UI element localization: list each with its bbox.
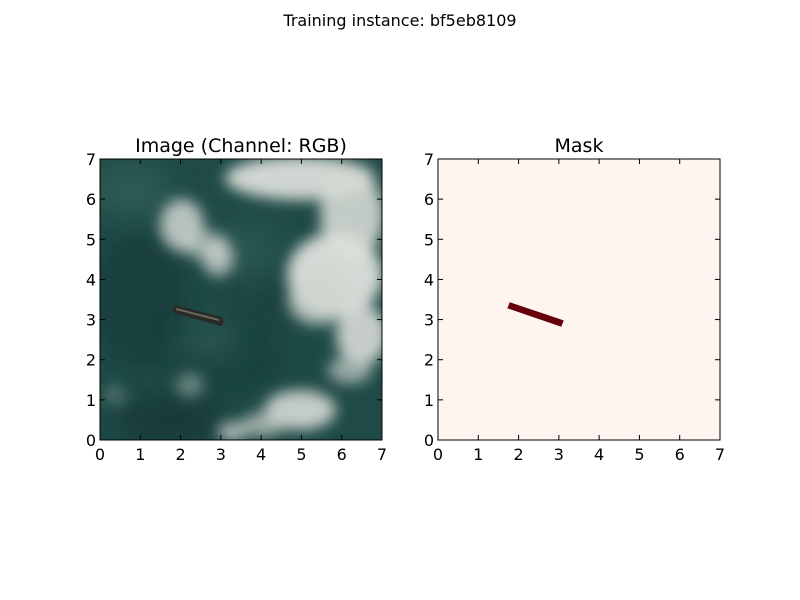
image-xtick-label: 6 xyxy=(337,445,347,464)
image-ytick-label: 1 xyxy=(86,391,96,410)
mask-ytick-label: 1 xyxy=(424,391,434,410)
mask-xtick-label: 6 xyxy=(675,445,685,464)
mask-axes: Mask 0 1 2 3 4 5 6 7 0 1 2 3 4 5 6 7 xyxy=(424,135,725,464)
image-ytick-label: 3 xyxy=(86,311,96,330)
image-ytick-label: 5 xyxy=(86,230,96,249)
image-axes-frame xyxy=(99,158,383,441)
image-xtick-label: 7 xyxy=(377,445,387,464)
image-xtick-label: 5 xyxy=(296,445,306,464)
mask-axes-frame xyxy=(437,158,721,441)
mask-ytick-label: 5 xyxy=(424,230,434,249)
image-axes-ticks: 0 1 2 3 4 5 6 7 0 1 2 3 4 5 6 7 xyxy=(86,150,387,464)
image-ytick-label: 6 xyxy=(86,190,96,209)
mask-ytick-label: 7 xyxy=(424,150,434,169)
image-xtick-label: 3 xyxy=(216,445,226,464)
mask-xtick-label: 2 xyxy=(513,445,523,464)
image-xtick-label: 4 xyxy=(256,445,266,464)
image-ytick-label: 4 xyxy=(86,270,96,289)
figure-suptitle: Training instance: bf5eb8109 xyxy=(282,11,516,30)
image-ytick-label: 0 xyxy=(86,431,96,450)
mask-region xyxy=(507,302,564,327)
satellite-image xyxy=(100,159,382,440)
image-xtick-label: 2 xyxy=(175,445,185,464)
image-ytick-label: 2 xyxy=(86,351,96,370)
mask-ytick-label: 0 xyxy=(424,431,434,450)
image-ytick-label: 7 xyxy=(86,150,96,169)
mask-xtick-label: 3 xyxy=(554,445,564,464)
image-xtick-label: 1 xyxy=(135,445,145,464)
mask-xtick-label: 0 xyxy=(433,445,443,464)
image-axes-title: Image (Channel: RGB) xyxy=(135,135,347,157)
mask-ytick-label: 4 xyxy=(424,270,434,289)
mask-ytick-label: 6 xyxy=(424,190,434,209)
mask-background xyxy=(438,159,720,440)
mask-ytick-label: 2 xyxy=(424,351,434,370)
image-axes: Image (Channel: RGB) xyxy=(86,135,387,464)
mask-xtick-label: 7 xyxy=(715,445,725,464)
mask-ytick-label: 3 xyxy=(424,311,434,330)
ship-marker xyxy=(172,305,224,326)
mask-xtick-label: 5 xyxy=(634,445,644,464)
mask-xtick-label: 4 xyxy=(594,445,604,464)
mask-xtick-label: 1 xyxy=(473,445,483,464)
image-xtick-label: 0 xyxy=(95,445,105,464)
mask-axes-ticks: 0 1 2 3 4 5 6 7 0 1 2 3 4 5 6 7 xyxy=(424,150,725,464)
mask-axes-title: Mask xyxy=(555,135,604,157)
